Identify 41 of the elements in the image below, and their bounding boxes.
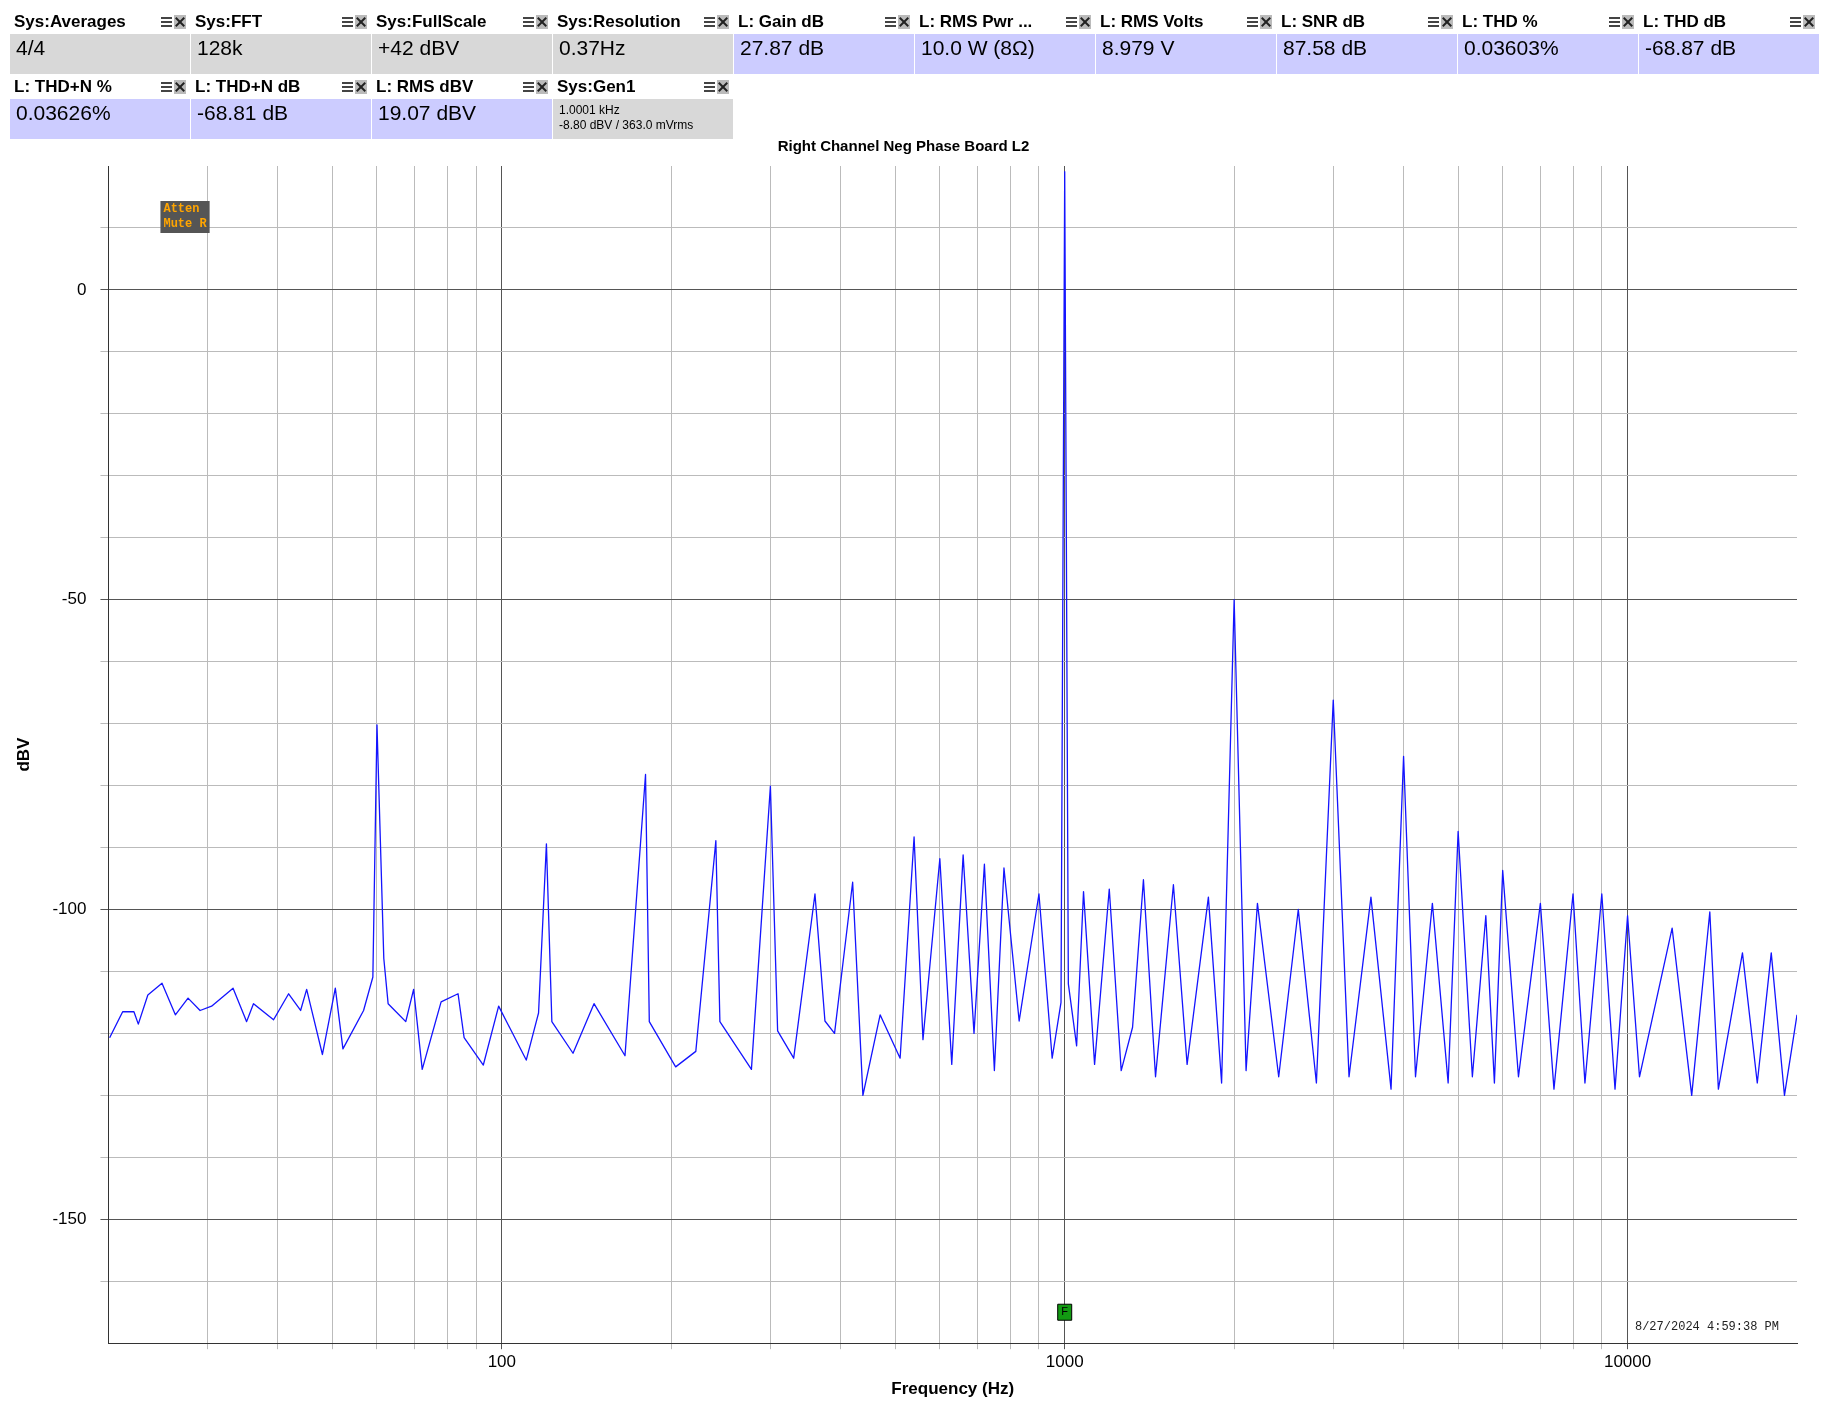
text: Sys:FFT xyxy=(195,12,263,32)
x-axis-title: Frequency (Hz) xyxy=(891,1379,1015,1399)
text: 19.07 dBV xyxy=(372,99,552,139)
text: -68.87 dB xyxy=(1639,34,1819,74)
x-tick-label: 10000 xyxy=(1603,1352,1652,1372)
text: L: THD dB xyxy=(1643,12,1727,32)
text: 4/4 xyxy=(10,34,190,74)
text: L: THD % xyxy=(1462,12,1538,32)
text: 0.37Hz xyxy=(553,34,733,74)
text: 128k xyxy=(191,34,371,74)
text: +42 dBV xyxy=(372,34,552,74)
text: Sys:FullScale xyxy=(376,12,487,32)
text: 1.0001 kHz -8.80 dBV / 363.0 mVrms xyxy=(553,99,733,139)
text: 0.03626% xyxy=(10,99,190,139)
text: L: RMS dBV xyxy=(376,77,474,97)
x-tick-label: 1000 xyxy=(1045,1352,1084,1372)
text: 8.979 V xyxy=(1096,34,1276,74)
text: 27.87 dB xyxy=(734,34,914,74)
y-tick-label: -50 xyxy=(61,589,87,609)
text: L: SNR dB xyxy=(1281,12,1366,32)
text: 10.0 W (8Ω) xyxy=(915,34,1095,74)
text: L: Gain dB xyxy=(738,12,824,32)
annotation: F xyxy=(1061,1305,1069,1318)
text: 0.03603% xyxy=(1458,34,1638,74)
y-tick-label: 0 xyxy=(76,279,87,299)
x-tick-label: 100 xyxy=(487,1352,517,1372)
text: Sys:Gen1 xyxy=(557,77,636,97)
y-tick-label: -150 xyxy=(52,1208,87,1228)
text: 87.58 dB xyxy=(1277,34,1457,74)
text: L: THD+N % xyxy=(14,77,112,97)
y-axis-title: dBV xyxy=(13,736,33,772)
text: L: THD+N dB xyxy=(195,77,301,97)
text: L: RMS Pwr ... xyxy=(919,12,1033,32)
text: Sys:Resolution xyxy=(557,12,681,32)
annotation: 8/27/2024 4:59:38 PM xyxy=(1634,1320,1779,1335)
y-tick-label: -100 xyxy=(52,899,87,919)
text: L: RMS Volts xyxy=(1100,12,1204,32)
text: -68.81 dB xyxy=(191,99,371,139)
chart-title: Right Channel Neg Phase Board L2 xyxy=(777,137,1030,155)
annotation: Atten Mute R xyxy=(163,202,208,232)
text: Sys:Averages xyxy=(14,12,126,32)
